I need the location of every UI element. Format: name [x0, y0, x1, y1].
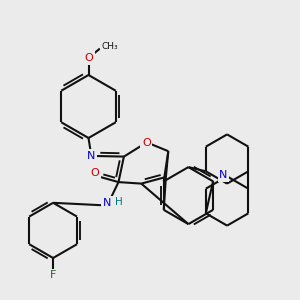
Text: F: F [50, 270, 56, 280]
Text: H: H [115, 197, 123, 207]
Text: N: N [87, 151, 95, 161]
Text: N: N [219, 170, 228, 180]
Text: O: O [90, 167, 99, 178]
Text: CH₃: CH₃ [101, 42, 118, 51]
Text: O: O [84, 53, 93, 63]
Text: O: O [142, 138, 151, 148]
Text: N: N [103, 197, 111, 208]
